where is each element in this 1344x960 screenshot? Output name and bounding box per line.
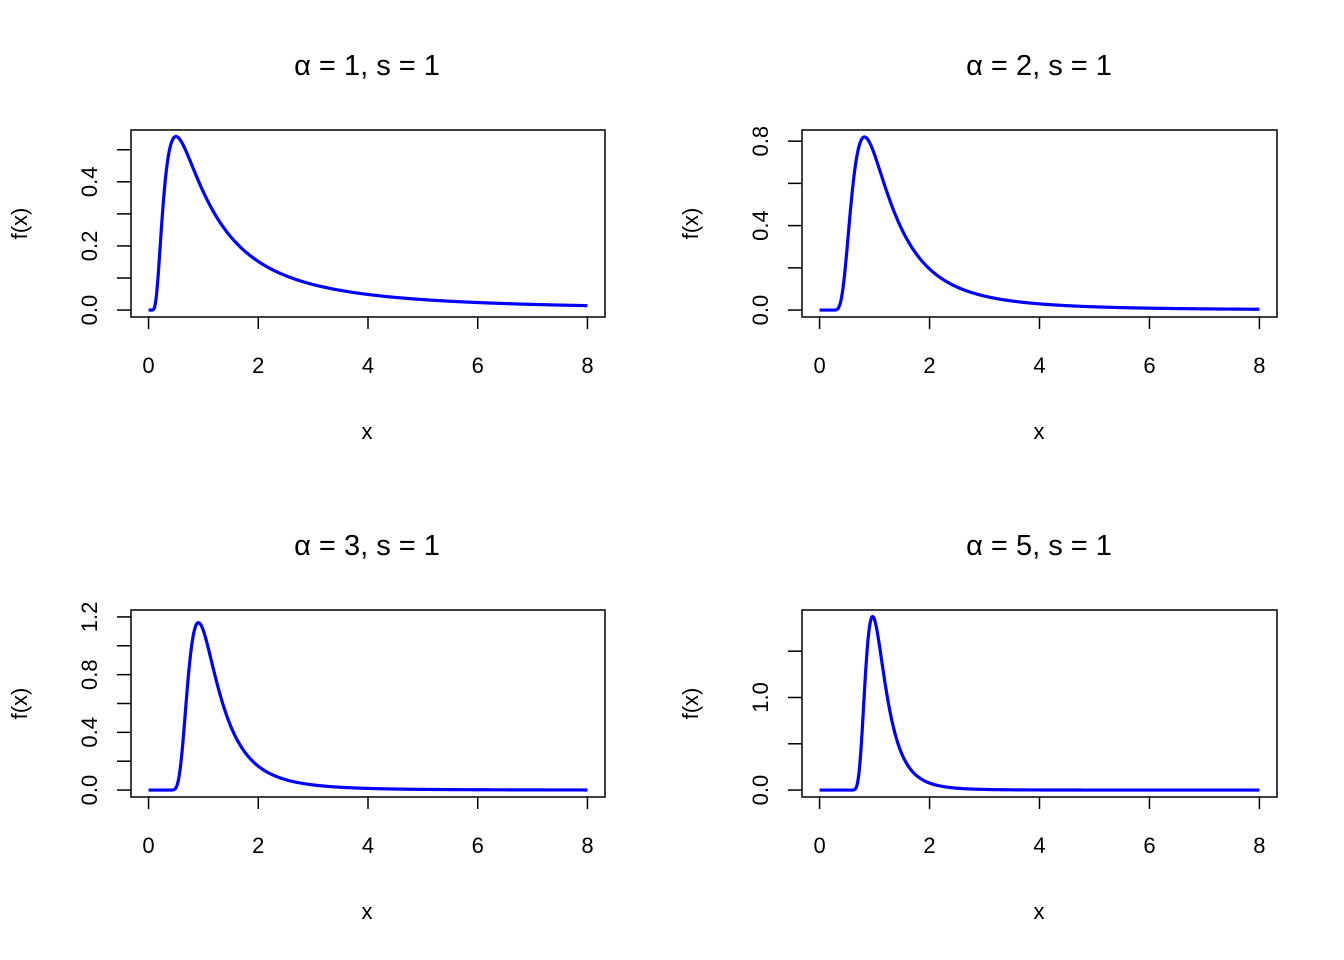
title-s: , s = bbox=[1032, 50, 1096, 82]
title-s: , s = bbox=[360, 50, 424, 82]
plot-frame bbox=[130, 609, 606, 798]
x-axis-label: x bbox=[1034, 899, 1045, 924]
y-axis-label: f(x) bbox=[7, 208, 32, 240]
y-tick-label: 0.0 bbox=[77, 775, 102, 806]
x-tick-label: 8 bbox=[1253, 353, 1265, 378]
x-tick-label: 0 bbox=[142, 833, 154, 858]
title-eq: = bbox=[311, 50, 344, 82]
title-s: , s = bbox=[1032, 530, 1096, 562]
panel-2: α = 2, s = 10 2 4 6 80.00.40.8xf(x) bbox=[678, 50, 1278, 444]
y-axis-label: f(x) bbox=[678, 688, 703, 720]
title-eq: = bbox=[983, 50, 1016, 82]
y-tick-label: 0.0 bbox=[77, 295, 102, 326]
x-tick-label: 2 bbox=[252, 353, 264, 378]
title-eq: = bbox=[983, 530, 1016, 562]
title-eq: = bbox=[311, 530, 344, 562]
x-axis-label: x bbox=[1034, 419, 1045, 444]
x-tick-label: 0 bbox=[813, 353, 825, 378]
y-tick-label: 0.4 bbox=[77, 717, 102, 748]
panel-4: α = 5, s = 1 0 2 4 6 8 0.0 1.0 x f(x) bbox=[678, 530, 1278, 924]
title-alpha-value: 5 bbox=[1016, 530, 1032, 562]
x-tick-label: 4 bbox=[1033, 833, 1045, 858]
y-tick-label: 0.4 bbox=[748, 210, 773, 241]
title-alpha-value: 1 bbox=[344, 50, 360, 82]
title-alpha-value: 3 bbox=[344, 530, 360, 562]
density-curve bbox=[818, 135, 1261, 312]
panel-3: α = 3, s = 1 0 2 4 6 8 0.0 0.4 0.8 1.2 x f(x) bbox=[7, 530, 606, 924]
title-s-value: 1 bbox=[1096, 530, 1112, 562]
panel-title: α = 5, s = 1 bbox=[966, 530, 1112, 562]
y-axis-label: f(x) bbox=[7, 688, 32, 720]
x-axis-label: x bbox=[362, 899, 373, 924]
x-tick-label: 4 bbox=[362, 353, 374, 378]
title-alpha-symbol: α bbox=[294, 50, 311, 82]
x-tick-label: 0 bbox=[142, 353, 154, 378]
plot-frame bbox=[130, 129, 606, 318]
y-tick-label: 1.0 bbox=[748, 682, 773, 713]
y-tick-label: 0.0 bbox=[748, 775, 773, 806]
title-alpha-value: 2 bbox=[1016, 50, 1032, 82]
panel-1: α = 1, s = 1 0 2 4 6 8 0.0 0.2 0.4 x f(x) bbox=[7, 50, 606, 444]
x-tick-label: 4 bbox=[1033, 353, 1045, 378]
panel-title: α = 3, s = 1 bbox=[294, 530, 440, 562]
title-alpha-symbol: α bbox=[966, 530, 983, 562]
title-s-value: 1 bbox=[1096, 50, 1112, 82]
x-tick-label: 6 bbox=[1143, 353, 1155, 378]
x-axis-label: x bbox=[362, 419, 373, 444]
x-tick-label: 4 bbox=[362, 833, 374, 858]
y-tick-label: 0.4 bbox=[77, 167, 102, 198]
title-s: , s = bbox=[360, 530, 424, 562]
x-tick-label: 8 bbox=[581, 353, 593, 378]
x-tick-label: 8 bbox=[581, 833, 593, 858]
x-tick-label: 6 bbox=[472, 353, 484, 378]
density-curve bbox=[147, 621, 589, 792]
density-curve bbox=[147, 134, 589, 312]
density-curve bbox=[818, 614, 1261, 792]
title-s-value: 1 bbox=[424, 50, 440, 82]
y-tick-label: 1.2 bbox=[77, 602, 102, 633]
x-tick-label: 2 bbox=[923, 833, 935, 858]
x-tick-label: 0 bbox=[813, 833, 825, 858]
panel-title: α = 2, s = 1 bbox=[966, 50, 1112, 82]
y-tick-label: 0.8 bbox=[748, 126, 773, 157]
x-tick-label: 2 bbox=[252, 833, 264, 858]
title-alpha-symbol: α bbox=[294, 530, 311, 562]
x-tick-label: 6 bbox=[1143, 833, 1155, 858]
y-tick-label: 0.0 bbox=[748, 295, 773, 326]
x-tick-label: 2 bbox=[923, 353, 935, 378]
y-axis-label: f(x) bbox=[678, 208, 703, 240]
title-s-value: 1 bbox=[424, 530, 440, 562]
plot-frame bbox=[801, 129, 1278, 318]
y-tick-label: 0.2 bbox=[77, 231, 102, 262]
title-alpha-symbol: α bbox=[966, 50, 983, 82]
plot-frame bbox=[801, 609, 1278, 798]
panel-title: α = 1, s = 1 bbox=[294, 50, 440, 82]
x-tick-label: 8 bbox=[1253, 833, 1265, 858]
x-tick-label: 6 bbox=[472, 833, 484, 858]
y-tick-label: 0.8 bbox=[77, 659, 102, 690]
